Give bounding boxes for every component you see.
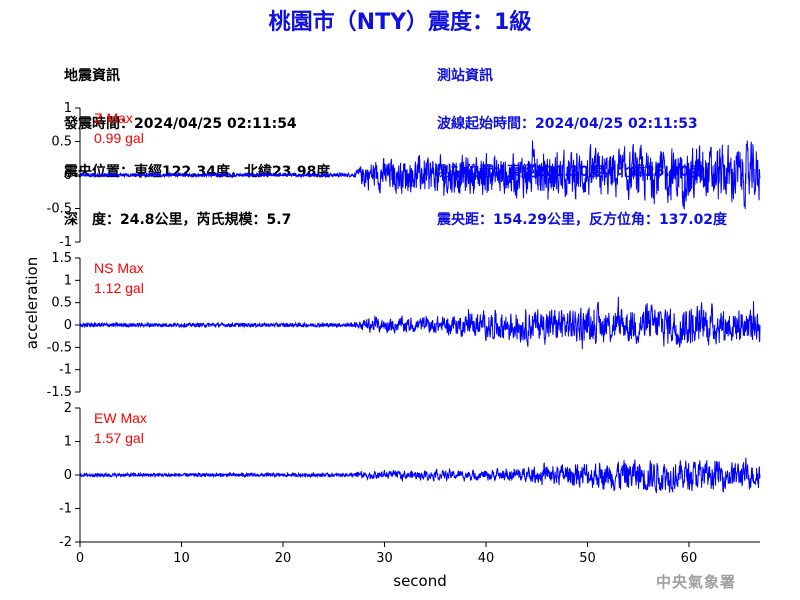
y-axis-label: acceleration [23,257,41,349]
z-y-tick-label: -0.5 [47,202,72,217]
z-max-value: 0.99 gal [94,130,144,146]
agency-logo-text: 中央氣象署 [656,573,737,591]
x-tick-label: 50 [579,551,596,566]
wave-start-time: 波線起始時間：2024/04/25 02:11:53 [437,116,698,132]
epicentral-distance: 震央距：154.29公里，反方位角：137.02度 [437,212,728,228]
ns-y-tick-label: 0.5 [51,296,72,311]
x-tick-label: 20 [275,551,292,566]
ew-y-tick-label: 0 [64,468,72,483]
ns-waveform [79,296,761,350]
ns-y-tick-label: -1 [59,363,72,378]
z-y-tick-label: -1 [59,235,72,250]
z-y-tick-label: 0.5 [51,135,72,150]
x-axis-label: second [393,572,447,590]
x-tick-label: 40 [478,551,495,566]
ns-y-tick-label: -1.5 [47,385,72,400]
page-title: 桃園市（NTY）震度：1級 [268,10,532,35]
station-info-heading: 測站資訊 [437,68,493,84]
z-waveform [79,140,761,210]
ew-y-tick-label: 1 [64,435,72,450]
quake-depth: 深 度：24.8公里，芮氏規模：5.7 [64,212,292,228]
quake-info: 地震資訊 發震時間：2024/04/25 02:11:54 震央位置：東經122… [64,36,330,244]
ew-y-tick-label: -1 [59,502,72,517]
ns-y-tick-label: 1.5 [51,251,72,266]
ns-y-tick-label: -0.5 [47,340,72,355]
ew-y-tick-label: -2 [59,535,72,550]
ew-waveform [79,457,761,494]
x-tick-label: 10 [173,551,190,566]
x-tick-label: 60 [681,551,698,566]
ew-y-tick-label: 2 [64,401,72,416]
z-y-tick-label: 1 [64,101,72,116]
quake-info-heading: 地震資訊 [64,68,120,84]
z-y-tick-label: 0 [64,168,72,183]
quake-time: 發震時間：2024/04/25 02:11:54 [64,116,297,132]
ns-y-tick-label: 1 [64,273,72,288]
z-max-label: Z Max [94,110,133,126]
x-tick-label: 0 [76,551,84,566]
ns-max-value: 1.12 gal [94,280,144,296]
ew-max-label: EW Max [94,410,147,426]
ns-max-label: NS Max [94,260,144,276]
ns-y-tick-label: 0 [64,318,72,333]
ew-max-value: 1.57 gal [94,430,144,446]
x-tick-label: 30 [376,551,393,566]
